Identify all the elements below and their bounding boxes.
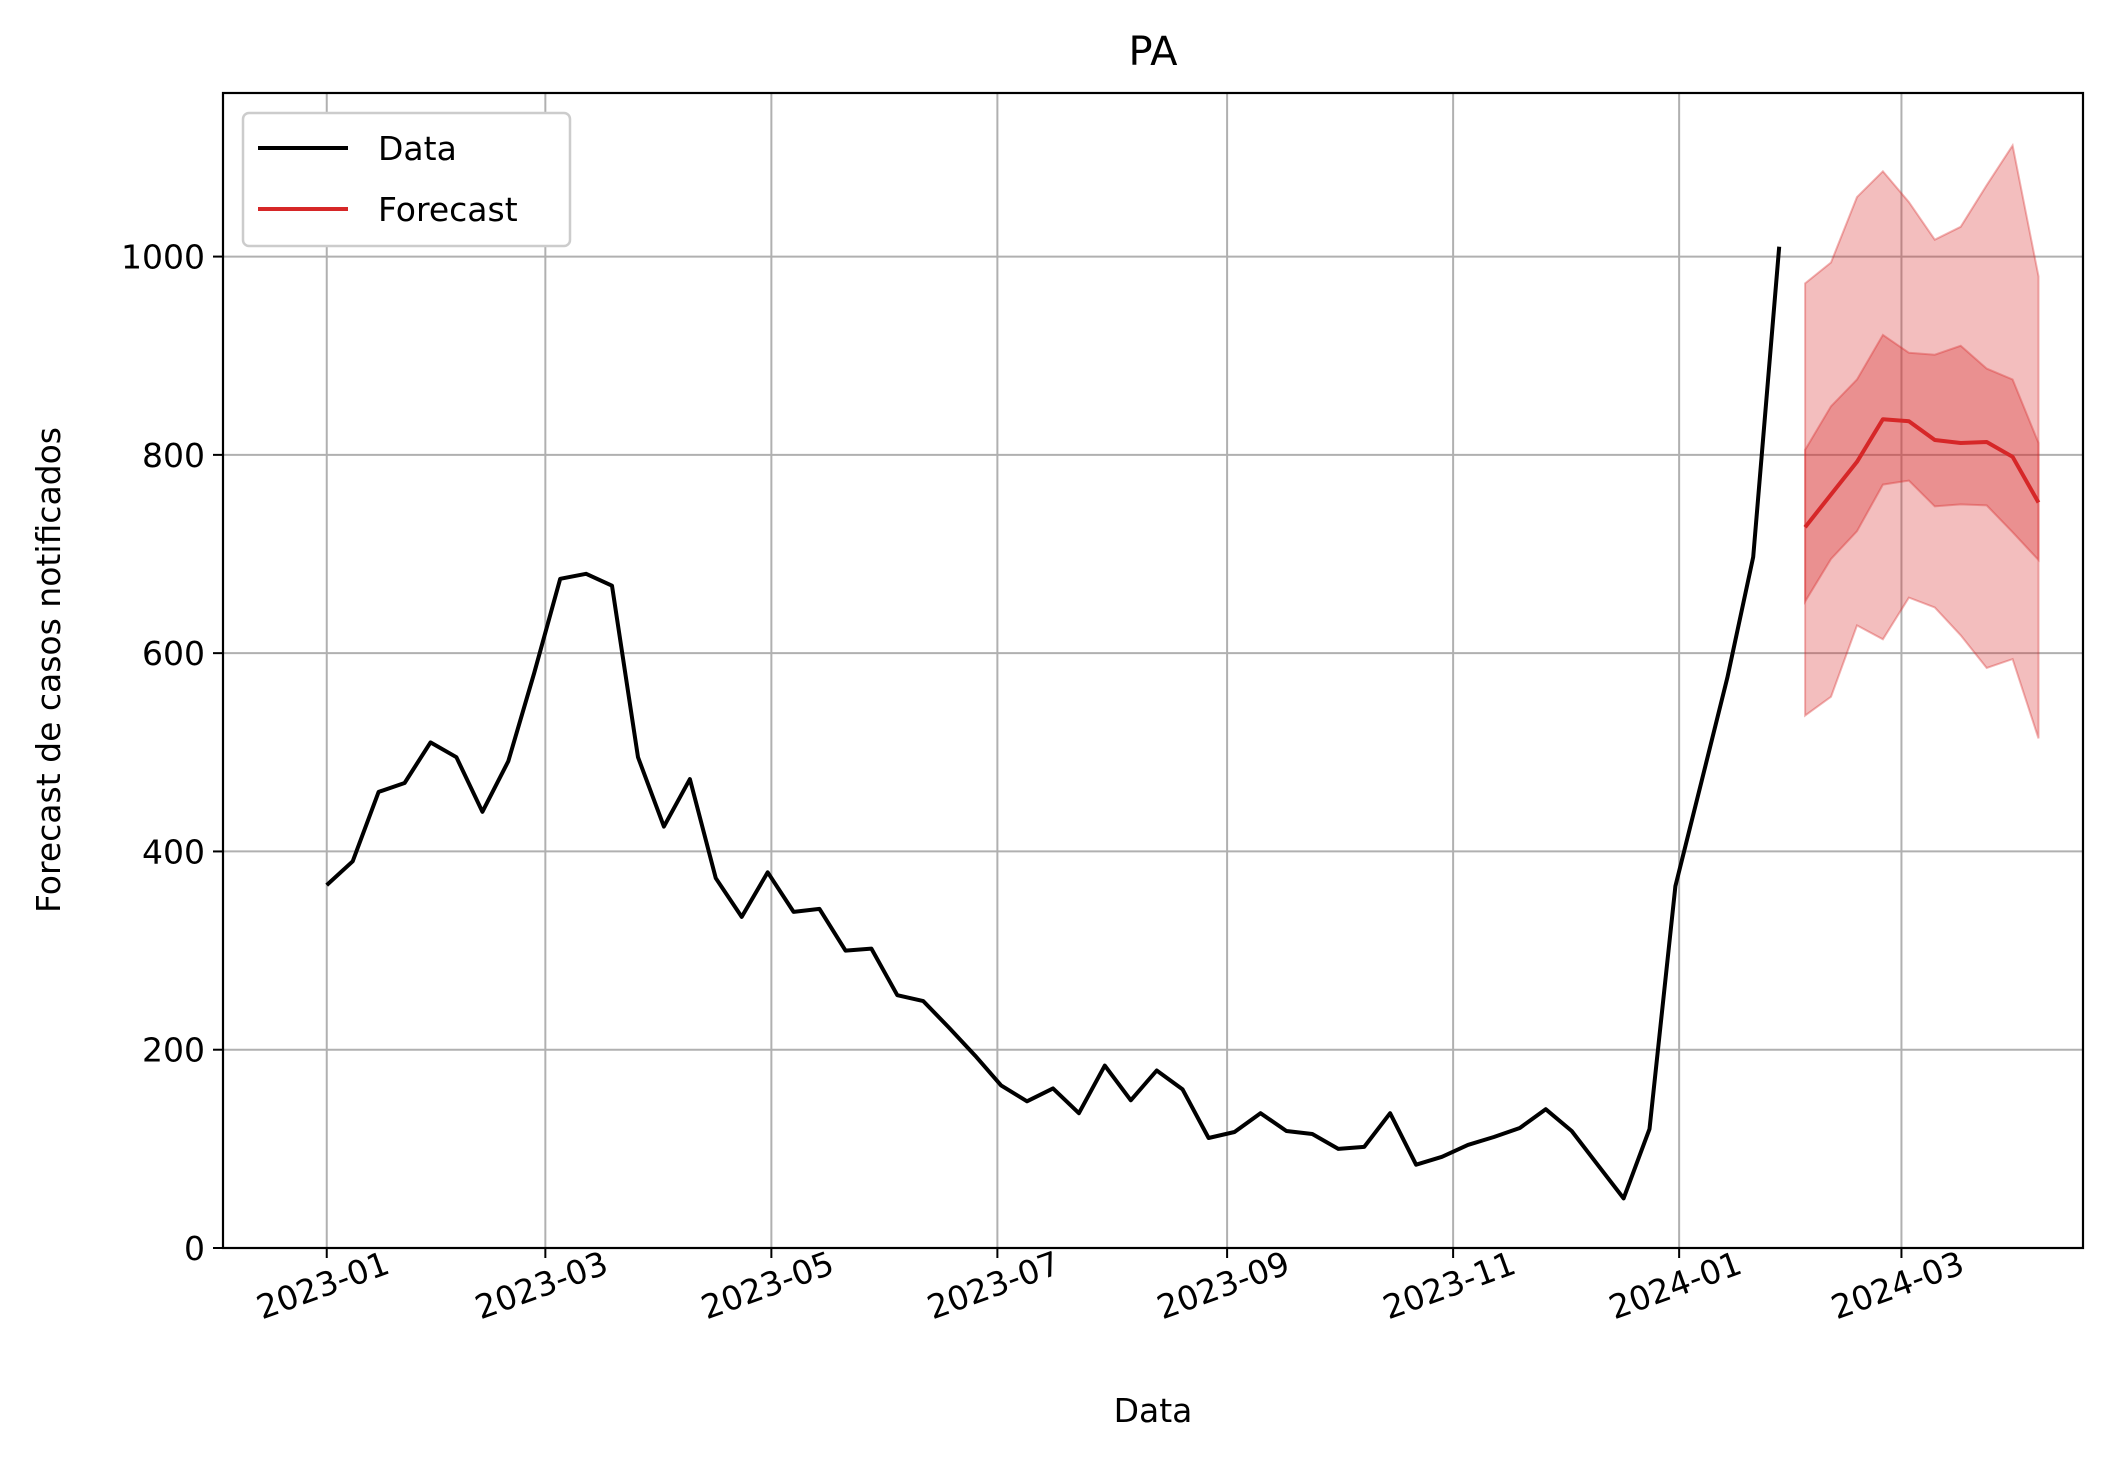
- series-line-forecast: [1803, 417, 2041, 529]
- chart-title: PA: [1129, 29, 1179, 75]
- legend-label-forecast: Forecast: [378, 190, 518, 229]
- legend-label-data: Data: [378, 129, 457, 168]
- series-line-data: [325, 246, 1782, 1201]
- y-tick-label: 1000: [121, 238, 205, 277]
- y-tick-label: 600: [142, 634, 205, 673]
- forecast-outer-interval-band: [1804, 142, 2040, 739]
- outer-band-layer: [1804, 142, 2040, 739]
- y-tick-label: 200: [142, 1031, 205, 1070]
- x-axis-label: Data: [1114, 1391, 1193, 1430]
- y-axis-label: Forecast de casos notificados: [29, 427, 68, 913]
- y-tick-label: 800: [142, 436, 205, 475]
- series-layer: [325, 246, 2041, 1201]
- legend: Data Forecast: [241, 111, 572, 248]
- forecast-inner-interval-band: [1804, 333, 2040, 606]
- y-tick-label: 400: [142, 832, 205, 871]
- plot-area-frame: [221, 91, 2085, 1250]
- inner-band-layer: [1804, 333, 2040, 606]
- y-tick-label: 0: [184, 1229, 205, 1268]
